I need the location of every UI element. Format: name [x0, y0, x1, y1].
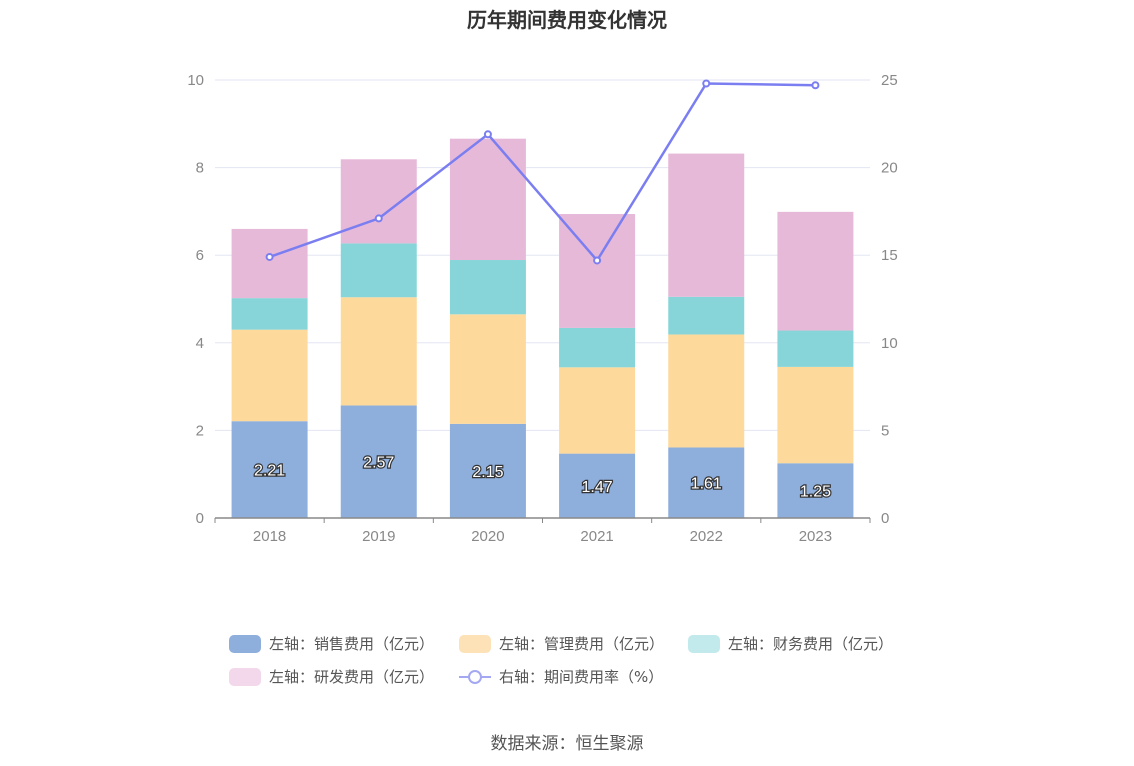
rate-point	[593, 256, 602, 265]
right-axis-tick-label: 5	[881, 422, 889, 439]
right-axis-tick-label: 20	[881, 160, 898, 177]
left-axis-tick-label: 10	[187, 72, 204, 89]
bar-value-labels: 2.21 2.57 2.15 1.47 1.61 1.25	[253, 454, 832, 502]
bar-segment-rd	[777, 211, 854, 331]
left-axis-tick-label: 4	[196, 335, 204, 352]
right-axis-tick-label: 10	[881, 335, 898, 352]
bar-value-label: 2.57	[363, 455, 394, 472]
bar-segment-finance	[668, 296, 745, 335]
left-axis-tick-label: 6	[196, 247, 204, 264]
bar-segment-finance	[559, 327, 636, 368]
legend-swatch-admin	[459, 634, 491, 653]
legend-label-rd: 左轴：研发费用（亿元）	[269, 668, 435, 686]
rate-point	[702, 79, 711, 88]
bar-segment-sales	[340, 405, 417, 518]
right-axis-tick-label: 15	[881, 247, 898, 264]
bar-segment-sales	[231, 421, 308, 518]
x-axis-tick-label: 2022	[690, 528, 723, 545]
x-axis-tick-label: 2021	[580, 528, 613, 545]
x-axis-tick-label: 2020	[471, 528, 504, 545]
rate-point	[265, 252, 274, 261]
legend-label-admin: 左轴：管理费用（亿元）	[499, 635, 665, 653]
bar-segment-rd	[231, 228, 308, 299]
bar-segment-admin	[559, 367, 636, 454]
legend-line-icon	[459, 668, 491, 686]
data-source: 数据来源：恒生聚源	[490, 734, 644, 754]
bar-value-label: 1.47	[582, 479, 613, 496]
bar-segment-finance	[449, 260, 526, 315]
bar-segment-rd	[340, 159, 417, 244]
rate-point	[811, 81, 820, 90]
bar-segment-finance	[231, 298, 308, 330]
legend-swatch-finance	[688, 634, 720, 653]
bar-segment-sales	[668, 447, 745, 518]
legend-label-rate: 右轴：期间费用率（%）	[499, 668, 664, 686]
bar-segment-admin	[449, 314, 526, 424]
legend-item-rd[interactable]: 左轴：研发费用（亿元）	[229, 666, 434, 687]
rate-line	[269, 82, 816, 263]
bar-series	[231, 138, 854, 518]
bar-segment-sales	[559, 453, 636, 518]
bar-segment-rd	[668, 153, 745, 297]
legend-swatch-rd	[229, 667, 261, 686]
x-axis-tick-label: 2023	[799, 528, 832, 545]
grid-lines	[215, 79, 870, 431]
rate-point	[483, 130, 492, 139]
left-axis-tick-label: 8	[196, 160, 204, 177]
bar-value-label: 2.21	[254, 463, 285, 480]
bar-segment-admin	[777, 366, 854, 464]
bar-segment-sales	[449, 423, 526, 518]
rate-point	[374, 214, 383, 223]
legend-item-rate[interactable]: 右轴：期间费用率（%）	[459, 666, 663, 687]
bar-segment-rd	[449, 138, 526, 261]
rate-line-series	[265, 79, 820, 265]
bar-value-label: 1.61	[691, 476, 722, 493]
legend-item-finance[interactable]: 左轴：财务费用（亿元）	[688, 633, 893, 654]
axes: 0 2 4 6 8 10 0 5 10 15 20 25 2018 2019 2020 2021 2022 202…	[187, 72, 897, 545]
legend-label-sales: 左轴：销售费用（亿元）	[269, 635, 435, 653]
right-axis-tick-label: 0	[881, 510, 889, 527]
legend-label-finance: 左轴：财务费用（亿元）	[728, 635, 894, 653]
bar-segment-sales	[777, 463, 854, 518]
bar-value-label: 1.25	[800, 484, 831, 501]
bar-segment-admin	[231, 329, 308, 422]
bar-segment-admin	[340, 297, 417, 406]
bar-segment-finance	[340, 243, 417, 298]
right-axis-tick-label: 25	[881, 72, 898, 89]
legend-item-sales[interactable]: 左轴：销售费用（亿元）	[229, 633, 434, 654]
left-axis-tick-label: 2	[196, 422, 204, 439]
x-axis-tick-label: 2018	[253, 528, 286, 545]
legend-item-admin[interactable]: 左轴：管理费用（亿元）	[459, 633, 664, 654]
bar-segment-finance	[777, 330, 854, 367]
bar-segment-admin	[668, 334, 745, 448]
legend-swatch-sales	[229, 634, 261, 653]
bar-value-label: 2.15	[472, 464, 503, 481]
left-axis-tick-label: 0	[196, 510, 204, 527]
x-axis-tick-label: 2019	[362, 528, 395, 545]
chart-title: 历年期间费用变化情况	[467, 8, 667, 32]
